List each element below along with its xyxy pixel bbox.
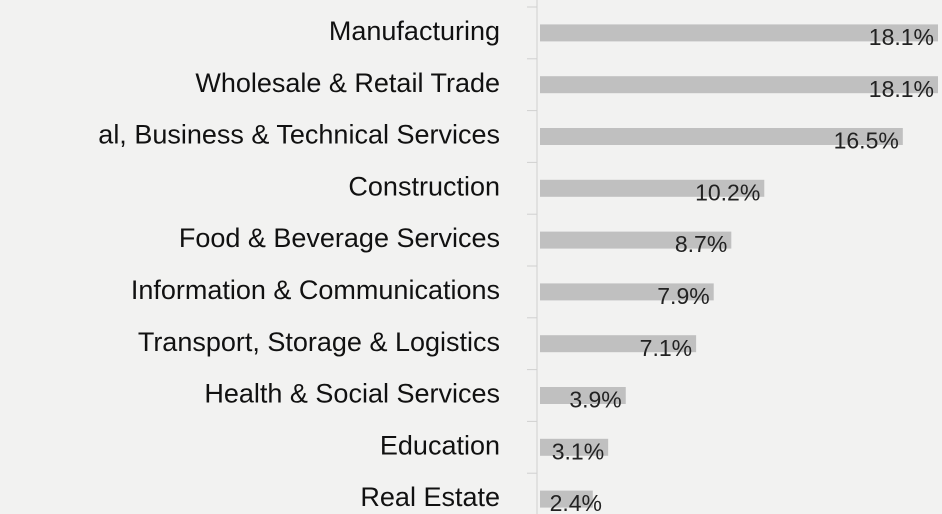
- category-label: al, Business & Technical Services: [98, 120, 500, 150]
- category-label: Health & Social Services: [204, 379, 500, 409]
- category-label: Real Estate: [360, 482, 500, 512]
- category-label: Construction: [348, 171, 500, 201]
- value-label: 18.1%: [869, 76, 934, 102]
- value-label: 7.9%: [657, 283, 709, 309]
- bar: [540, 335, 697, 353]
- category-label: Information & Communications: [131, 275, 500, 305]
- bar: [540, 490, 593, 508]
- bar: [540, 231, 732, 249]
- value-label: 3.9%: [569, 387, 621, 413]
- bar: [540, 76, 938, 94]
- value-label: 16.5%: [834, 128, 899, 154]
- category-label: Manufacturing: [329, 16, 500, 46]
- category-label: Education: [380, 430, 500, 460]
- category-label: Transport, Storage & Logistics: [138, 327, 500, 357]
- value-label: 18.1%: [869, 24, 934, 50]
- bar: [540, 179, 765, 197]
- category-label: Wholesale & Retail Trade: [195, 68, 500, 98]
- bar: [540, 283, 714, 301]
- value-label: 2.4%: [550, 490, 602, 514]
- category-label: Food & Beverage Services: [179, 223, 500, 253]
- bar: [540, 438, 609, 456]
- value-label: 10.2%: [695, 179, 760, 205]
- value-label: 7.1%: [640, 335, 692, 361]
- bar: [540, 128, 903, 145]
- bar: [540, 24, 938, 42]
- value-label: 3.1%: [552, 438, 604, 464]
- value-label: 8.7%: [675, 231, 727, 257]
- bar: [540, 387, 626, 404]
